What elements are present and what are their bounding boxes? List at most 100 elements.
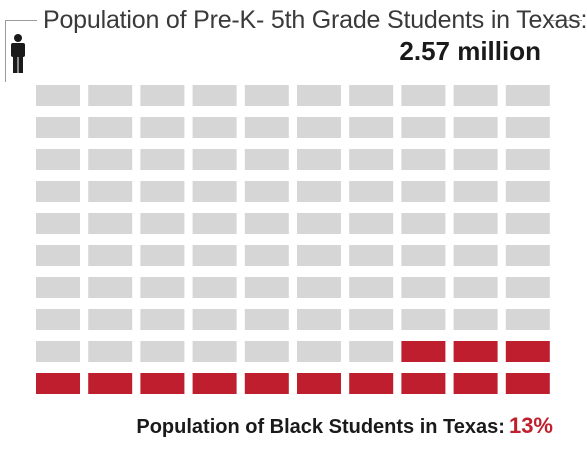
- waffle-cell: [140, 181, 184, 202]
- waffle-cell-highlighted: [401, 341, 445, 362]
- waffle-cell: [454, 85, 498, 106]
- waffle-cell: [36, 341, 80, 362]
- waffle-cell-highlighted: [506, 373, 550, 394]
- waffle-cell: [140, 277, 184, 298]
- waffle-cell: [349, 213, 393, 234]
- waffle-cell: [245, 181, 289, 202]
- waffle-cell: [401, 117, 445, 138]
- waffle-cell: [36, 245, 80, 266]
- waffle-cell: [297, 277, 341, 298]
- waffle-cell: [349, 117, 393, 138]
- footer-caption: Population of Black Students in Texas: 13…: [136, 413, 553, 439]
- waffle-cell: [245, 245, 289, 266]
- waffle-cell: [88, 149, 132, 170]
- waffle-cell: [193, 341, 237, 362]
- waffle-cell: [297, 309, 341, 330]
- waffle-cell: [349, 149, 393, 170]
- waffle-cell: [454, 245, 498, 266]
- waffle-cell: [140, 341, 184, 362]
- waffle-cell-highlighted: [245, 373, 289, 394]
- waffle-cell: [297, 213, 341, 234]
- waffle-cell: [36, 309, 80, 330]
- waffle-cell-highlighted: [506, 341, 550, 362]
- waffle-cell: [349, 277, 393, 298]
- waffle-cell: [401, 181, 445, 202]
- waffle-cell: [36, 213, 80, 234]
- waffle-cell: [349, 181, 393, 202]
- waffle-cell: [506, 245, 550, 266]
- waffle-cell-highlighted: [36, 373, 80, 394]
- waffle-cell-highlighted: [349, 373, 393, 394]
- waffle-cell: [88, 245, 132, 266]
- waffle-cell: [88, 85, 132, 106]
- waffle-cell: [401, 277, 445, 298]
- waffle-cell: [401, 309, 445, 330]
- waffle-cell: [193, 277, 237, 298]
- waffle-cell: [88, 213, 132, 234]
- waffle-cell: [349, 245, 393, 266]
- waffle-cell: [140, 245, 184, 266]
- waffle-cell: [506, 85, 550, 106]
- waffle-cell-highlighted: [140, 373, 184, 394]
- waffle-cell: [193, 85, 237, 106]
- waffle-cell: [140, 149, 184, 170]
- waffle-cell: [297, 117, 341, 138]
- waffle-cell-highlighted: [401, 373, 445, 394]
- waffle-cell: [88, 181, 132, 202]
- waffle-cell: [245, 309, 289, 330]
- waffle-cell: [506, 213, 550, 234]
- waffle-cell: [88, 117, 132, 138]
- waffle-cell: [36, 277, 80, 298]
- waffle-cell-highlighted: [88, 373, 132, 394]
- waffle-cell: [454, 181, 498, 202]
- waffle-cell: [245, 341, 289, 362]
- footer-percentage: 13%: [509, 413, 553, 438]
- waffle-cell: [506, 149, 550, 170]
- waffle-cell: [401, 85, 445, 106]
- waffle-cell: [454, 213, 498, 234]
- waffle-cell: [88, 277, 132, 298]
- waffle-cell: [454, 117, 498, 138]
- waffle-cell-highlighted: [193, 373, 237, 394]
- waffle-cell: [349, 309, 393, 330]
- waffle-cell: [454, 277, 498, 298]
- waffle-cell: [349, 85, 393, 106]
- waffle-cell: [349, 341, 393, 362]
- waffle-cell: [401, 245, 445, 266]
- waffle-cell: [245, 213, 289, 234]
- waffle-cell: [245, 149, 289, 170]
- waffle-cell: [140, 117, 184, 138]
- waffle-cell: [140, 309, 184, 330]
- waffle-cell: [193, 309, 237, 330]
- waffle-cell: [297, 181, 341, 202]
- waffle-cell: [454, 149, 498, 170]
- waffle-cell: [454, 309, 498, 330]
- waffle-cell: [36, 149, 80, 170]
- waffle-cell: [88, 309, 132, 330]
- waffle-cell: [140, 85, 184, 106]
- waffle-cell: [36, 85, 80, 106]
- waffle-cell: [506, 309, 550, 330]
- waffle-cell: [245, 85, 289, 106]
- waffle-cell: [506, 277, 550, 298]
- waffle-cell: [193, 245, 237, 266]
- waffle-cell: [193, 149, 237, 170]
- waffle-cell: [245, 117, 289, 138]
- waffle-cell: [193, 213, 237, 234]
- waffle-cell: [401, 149, 445, 170]
- waffle-cell: [297, 149, 341, 170]
- waffle-cell: [297, 85, 341, 106]
- waffle-cell: [193, 181, 237, 202]
- waffle-cell: [506, 181, 550, 202]
- footer-label: Population of Black Students in Texas:: [136, 416, 505, 438]
- waffle-cell: [88, 341, 132, 362]
- waffle-cell: [36, 181, 80, 202]
- waffle-cell: [297, 245, 341, 266]
- waffle-cell: [245, 277, 289, 298]
- waffle-cell-highlighted: [297, 373, 341, 394]
- waffle-cell: [36, 117, 80, 138]
- waffle-cell: [401, 213, 445, 234]
- waffle-cell-highlighted: [454, 341, 498, 362]
- waffle-cell-highlighted: [454, 373, 498, 394]
